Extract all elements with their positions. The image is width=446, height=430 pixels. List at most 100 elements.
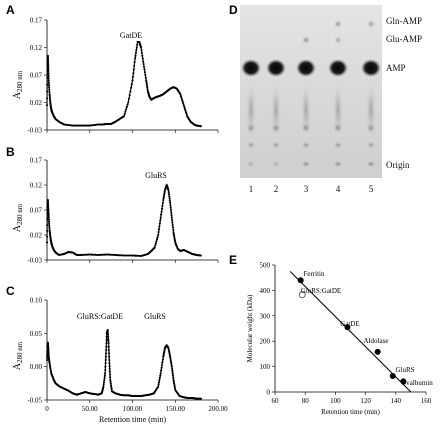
data-point — [157, 385, 160, 388]
calibration-point — [400, 378, 407, 385]
data-point — [108, 358, 111, 362]
x-axis-label: Retention time (min) — [321, 408, 380, 416]
data-point — [162, 197, 165, 200]
tlc-spot-origin — [271, 160, 281, 168]
data-point — [157, 381, 161, 384]
data-point — [185, 111, 188, 114]
data-point — [171, 218, 174, 222]
data-point — [171, 221, 174, 224]
data-point — [181, 100, 184, 103]
data-point — [172, 231, 175, 234]
data-point — [171, 367, 174, 370]
data-point — [105, 338, 108, 342]
data-point — [47, 351, 50, 354]
data-point — [108, 373, 112, 376]
data-point — [157, 233, 160, 237]
data-point — [48, 96, 51, 99]
y-axis-label-main: A — [12, 91, 23, 99]
y-axis-label: Molecular weight (kDa) — [246, 294, 254, 362]
data-point — [46, 198, 49, 202]
data-point — [154, 244, 157, 247]
data-point — [108, 370, 111, 373]
data-point — [106, 331, 109, 334]
x-tick-label: 100.00 — [123, 405, 143, 413]
data-point — [171, 370, 174, 373]
data-point — [47, 84, 51, 87]
data-point — [49, 100, 52, 104]
tlc-lane-3: 3 — [304, 184, 309, 194]
tlc-spot-glu-amp — [334, 36, 342, 44]
point-label: GatDE — [340, 320, 359, 328]
tlc-spot-amp — [296, 59, 316, 77]
data-point — [155, 238, 159, 241]
data-point — [121, 254, 124, 257]
data-point — [47, 65, 50, 68]
data-point — [107, 340, 110, 343]
data-point — [103, 378, 106, 382]
data-point — [169, 360, 173, 363]
tlc-label-origin: Origin — [386, 160, 410, 170]
tlc-spot-amp — [266, 59, 286, 77]
data-point — [104, 372, 107, 375]
y-axis-label-sub: 280 nm — [16, 70, 24, 92]
y-axis-label-main: A — [12, 362, 23, 370]
data-point — [127, 254, 130, 257]
y-tick-label: 0.07 — [30, 72, 43, 80]
data-point — [145, 84, 149, 88]
x-tick-label: 200.00 — [208, 405, 228, 413]
data-point — [142, 65, 146, 68]
data-point — [135, 46, 138, 49]
data-point — [159, 374, 162, 377]
data-point — [134, 51, 137, 55]
data-point — [46, 356, 49, 359]
data-point — [182, 102, 185, 105]
data-point — [126, 103, 129, 106]
tlc-spot-origin — [333, 160, 343, 168]
data-point — [170, 216, 173, 219]
y-tick-label: 0.10 — [30, 297, 43, 305]
y-tick-label: 0.02 — [30, 232, 43, 240]
tlc-background — [240, 5, 382, 178]
data-point — [185, 113, 188, 116]
data-point — [48, 362, 51, 365]
data-point — [134, 254, 137, 257]
regression-line — [289, 270, 412, 393]
data-point — [169, 203, 172, 207]
data-point — [160, 207, 164, 210]
data-point — [171, 223, 174, 227]
data-point — [48, 363, 51, 367]
data-point — [128, 94, 131, 97]
data-point — [108, 365, 111, 368]
data-point — [141, 54, 144, 57]
data-point — [46, 201, 50, 205]
data-point — [134, 57, 137, 60]
calibration-plot-e: 500 400 300 200 100 060 80 100 120 140 160 Retentio… — [246, 262, 433, 417]
data-point — [46, 229, 49, 232]
data-point — [47, 220, 51, 223]
data-point — [167, 193, 171, 196]
data-point — [173, 234, 176, 237]
data-point — [153, 246, 156, 249]
data-point — [136, 43, 139, 46]
data-point — [110, 386, 113, 389]
data-point — [127, 101, 130, 104]
tlc-smear — [333, 84, 343, 136]
data-point — [169, 201, 172, 204]
tlc-spot-amp — [241, 59, 261, 77]
data-point — [183, 106, 186, 109]
x-tick-label: 80 — [302, 397, 310, 405]
data-point — [47, 210, 50, 213]
data-point — [173, 385, 176, 388]
data-point — [133, 64, 136, 67]
y-tick-label: 0 — [267, 389, 271, 397]
data-point — [173, 239, 177, 242]
data-point — [144, 76, 147, 79]
calibration-point — [389, 372, 396, 379]
tlc-lane-2: 2 — [274, 184, 279, 194]
data-point — [47, 79, 50, 82]
data-point — [131, 79, 134, 82]
x-tick-label: 160 — [421, 397, 432, 405]
data-point — [47, 348, 50, 351]
calibration-point — [298, 291, 306, 299]
data-point — [172, 380, 175, 383]
